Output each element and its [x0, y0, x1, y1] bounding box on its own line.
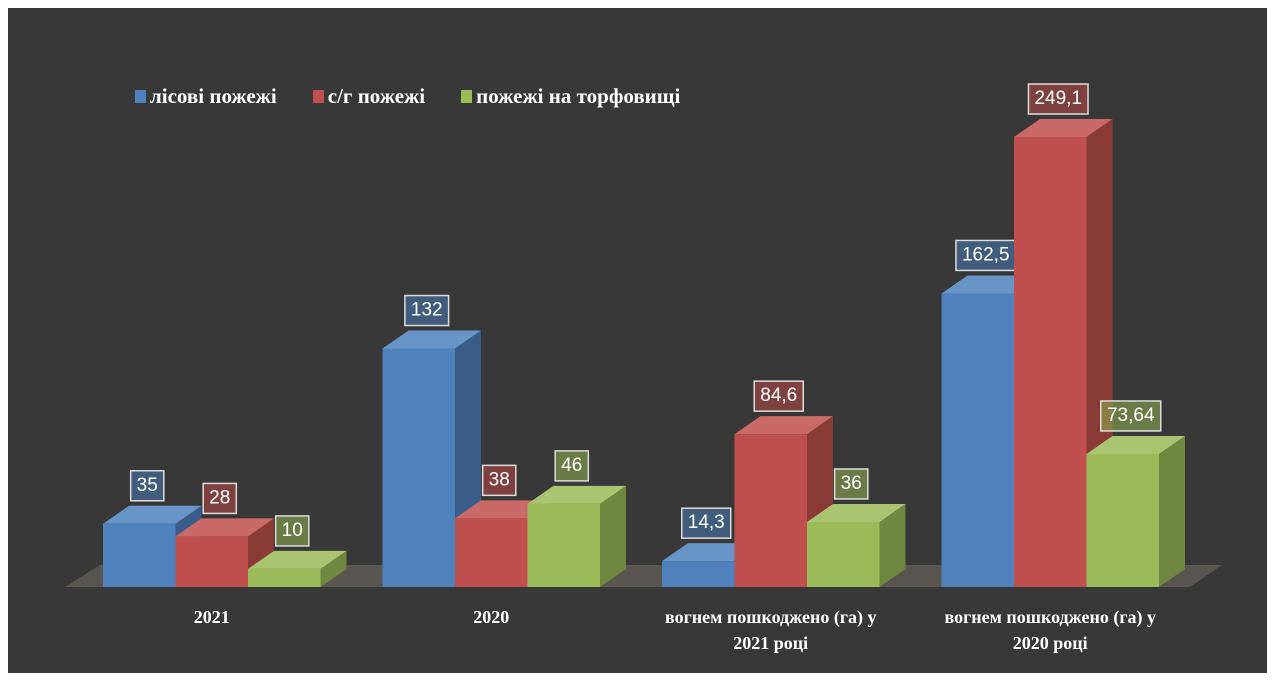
data-label-box	[481, 464, 517, 497]
data-label-box	[274, 515, 310, 547]
bar-side	[879, 503, 906, 587]
legend-swatch	[135, 90, 146, 103]
data-label-box	[955, 239, 1017, 272]
x-tick-label: 2021	[193, 607, 230, 627]
data-label-box	[554, 450, 590, 482]
bar-top	[175, 518, 274, 537]
data-label: 38	[489, 469, 510, 490]
legend-label: с/г пожежі	[327, 84, 426, 108]
data-label-box	[1100, 400, 1162, 432]
bar-side	[600, 485, 626, 587]
data-label-box	[833, 468, 869, 500]
bar-top	[382, 330, 481, 349]
bar	[807, 521, 880, 587]
bar-side	[1159, 435, 1185, 587]
legend-label: лісові пожежі	[150, 84, 277, 108]
data-label: 36	[841, 473, 862, 494]
bar	[941, 293, 1014, 587]
bar-side	[320, 550, 347, 587]
bar	[175, 536, 248, 587]
data-label: 10	[282, 520, 303, 541]
bar	[248, 568, 321, 587]
bar-top	[1086, 435, 1185, 454]
floor	[65, 565, 1222, 587]
bar	[734, 434, 807, 587]
bar	[382, 348, 455, 587]
bar-top	[248, 550, 347, 569]
bar-top	[103, 505, 202, 524]
legend-item: лісові пожежі	[135, 84, 277, 109]
data-label-box	[404, 294, 450, 327]
data-label-box	[202, 482, 238, 515]
legend: лісові пожежі с/г пожежі пожежі на торфови…	[135, 84, 680, 109]
bar	[1014, 137, 1087, 587]
x-tick-label: вогнем пошкоджено (га) у 2021 році	[664, 607, 877, 653]
data-label: 35	[137, 475, 158, 496]
data-label-box	[753, 380, 804, 412]
data-label: 14,3	[688, 512, 725, 533]
data-label: 132	[411, 300, 443, 321]
data-label-box	[129, 470, 165, 502]
bar	[527, 503, 600, 587]
bar-top	[734, 416, 833, 435]
data-label: 28	[209, 487, 230, 508]
bar	[455, 518, 528, 587]
bar	[103, 523, 176, 587]
data-label: 73,64	[1107, 405, 1155, 426]
bar-top	[807, 503, 906, 522]
data-label-box	[1027, 83, 1089, 115]
data-label: 46	[561, 455, 582, 476]
bar-top	[1014, 119, 1113, 137]
x-tick-label: вогнем пошкоджено (га) у 2020 році	[944, 607, 1157, 653]
x-tick-label: 2020	[473, 607, 510, 627]
bar-top	[527, 485, 626, 504]
legend-item: с/г пожежі	[312, 84, 426, 109]
data-label: 249,1	[1034, 88, 1082, 109]
bar	[662, 561, 735, 587]
bar	[1086, 453, 1159, 587]
legend-swatch	[312, 90, 324, 103]
legend-swatch	[461, 90, 473, 103]
legend-item: пожежі на торфовищі	[461, 84, 680, 109]
data-label: 84,6	[760, 385, 797, 406]
data-label-box	[681, 507, 732, 539]
legend-label: пожежі на торфовищі	[476, 84, 681, 108]
data-label: 162,5	[962, 244, 1010, 265]
